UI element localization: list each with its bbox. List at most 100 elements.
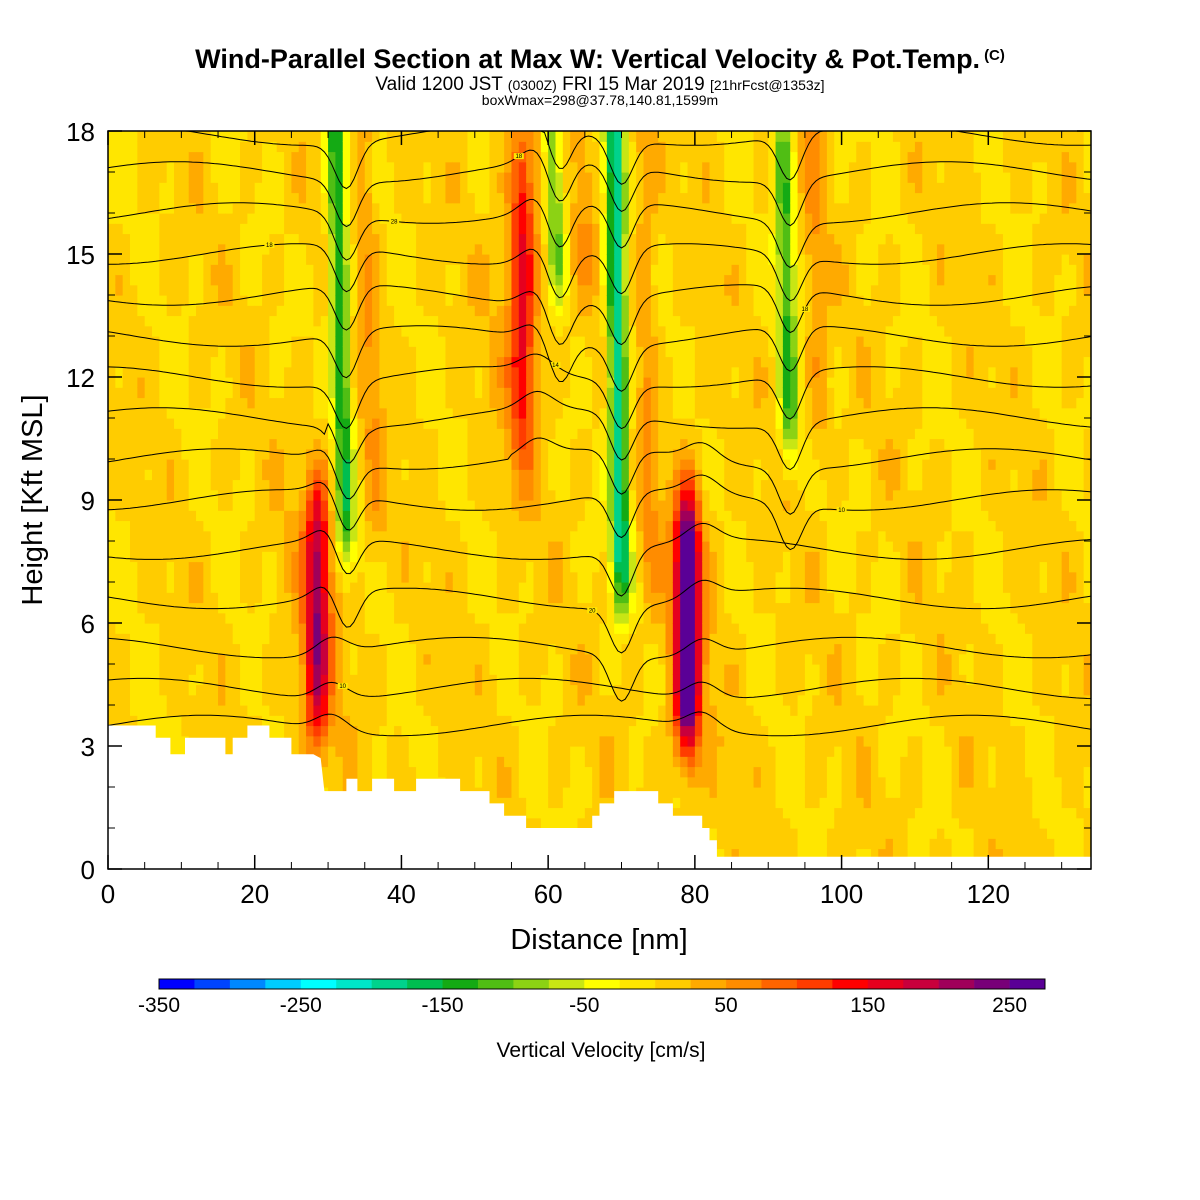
velocity-cell [130, 694, 138, 706]
velocity-cell [269, 633, 278, 645]
velocity-cell [152, 561, 160, 573]
velocity-cell [225, 387, 234, 399]
velocity-cell [313, 479, 322, 491]
velocity-cell [240, 694, 248, 706]
velocity-cell [159, 264, 168, 276]
velocity-cell [562, 377, 571, 388]
velocity-cell [203, 254, 212, 265]
velocity-cell [474, 694, 483, 706]
velocity-cell [108, 489, 116, 501]
velocity-cell [577, 489, 586, 501]
velocity-cell [298, 407, 307, 419]
velocity-cell [144, 418, 153, 429]
velocity-cell [592, 571, 601, 583]
velocity-cell [115, 541, 124, 552]
velocity-cell [240, 192, 248, 204]
velocity-cell [174, 500, 182, 511]
velocity-cell [518, 766, 527, 778]
velocity-cell [196, 243, 204, 255]
velocity-cell [350, 469, 359, 481]
velocity-cell [577, 643, 586, 655]
velocity-cell [188, 520, 197, 532]
velocity-cell [137, 161, 146, 173]
velocity-cell [284, 407, 292, 419]
velocity-cell [115, 684, 124, 696]
velocity-cell [196, 397, 204, 409]
velocity-cell [548, 623, 557, 634]
velocity-cell [188, 623, 197, 634]
velocity-cell [489, 223, 498, 235]
velocity-cell [379, 254, 388, 265]
velocity-cell [489, 705, 498, 716]
velocity-cell [518, 438, 527, 450]
velocity-cell [298, 500, 307, 511]
velocity-cell [196, 643, 204, 655]
velocity-cell [584, 141, 593, 153]
velocity-cell [445, 407, 454, 419]
velocity-cell [401, 684, 410, 696]
velocity-cell [342, 223, 351, 235]
velocity-cell [291, 612, 300, 624]
velocity-cell [240, 541, 248, 552]
velocity-cell [606, 459, 615, 470]
velocity-cell [555, 315, 564, 327]
velocity-cell [240, 325, 248, 337]
velocity-cell [423, 428, 432, 440]
velocity-cell [108, 233, 116, 245]
velocity-cell [518, 633, 527, 645]
velocity-cell [357, 366, 366, 378]
velocity-cell [445, 746, 454, 757]
velocity-cell [130, 602, 138, 614]
velocity-cell [379, 141, 388, 153]
velocity-cell [570, 305, 579, 317]
velocity-cell [445, 489, 454, 501]
velocity-cell [240, 633, 248, 645]
velocity-cell [489, 520, 498, 532]
velocity-cell [599, 202, 608, 214]
velocity-cell [130, 459, 138, 470]
velocity-cell [181, 448, 190, 460]
velocity-cell [181, 725, 190, 737]
velocity-cell [592, 356, 601, 368]
velocity-cell [218, 448, 226, 460]
velocity-cell [592, 141, 601, 153]
velocity-cell [335, 397, 344, 409]
velocity-cell [489, 192, 498, 204]
velocity-cell [570, 131, 579, 142]
velocity-cell [181, 674, 190, 686]
velocity-cell [313, 694, 322, 706]
velocity-cell [137, 489, 146, 501]
velocity-cell [342, 705, 351, 716]
velocity-cell [394, 336, 403, 347]
velocity-cell [496, 766, 505, 778]
velocity-cell [137, 694, 146, 706]
velocity-cell [328, 284, 337, 296]
velocity-cell [181, 182, 190, 194]
velocity-cell [584, 264, 593, 276]
velocity-cell [592, 274, 601, 286]
velocity-cell [372, 438, 381, 450]
velocity-cell [518, 336, 527, 347]
velocity-cell [518, 407, 527, 419]
velocity-cell [254, 182, 263, 194]
velocity-cell [614, 664, 623, 675]
velocity-cell [122, 469, 131, 481]
velocity-cell [386, 756, 395, 768]
velocity-cell [240, 295, 248, 306]
velocity-cell [423, 459, 432, 470]
velocity-cell [460, 766, 469, 778]
velocity-cell [438, 172, 447, 183]
velocity-cell [445, 448, 454, 460]
velocity-cell [555, 766, 564, 778]
velocity-cell [269, 182, 278, 194]
velocity-cell [452, 582, 461, 593]
velocity-cell [416, 305, 425, 317]
velocity-cell [548, 489, 557, 501]
velocity-cell [416, 459, 425, 470]
velocity-cell [511, 582, 520, 593]
velocity-cell [174, 612, 182, 624]
velocity-cell [496, 571, 505, 583]
velocity-cell [188, 428, 197, 440]
velocity-cell [526, 213, 535, 224]
velocity-cell [276, 674, 285, 686]
